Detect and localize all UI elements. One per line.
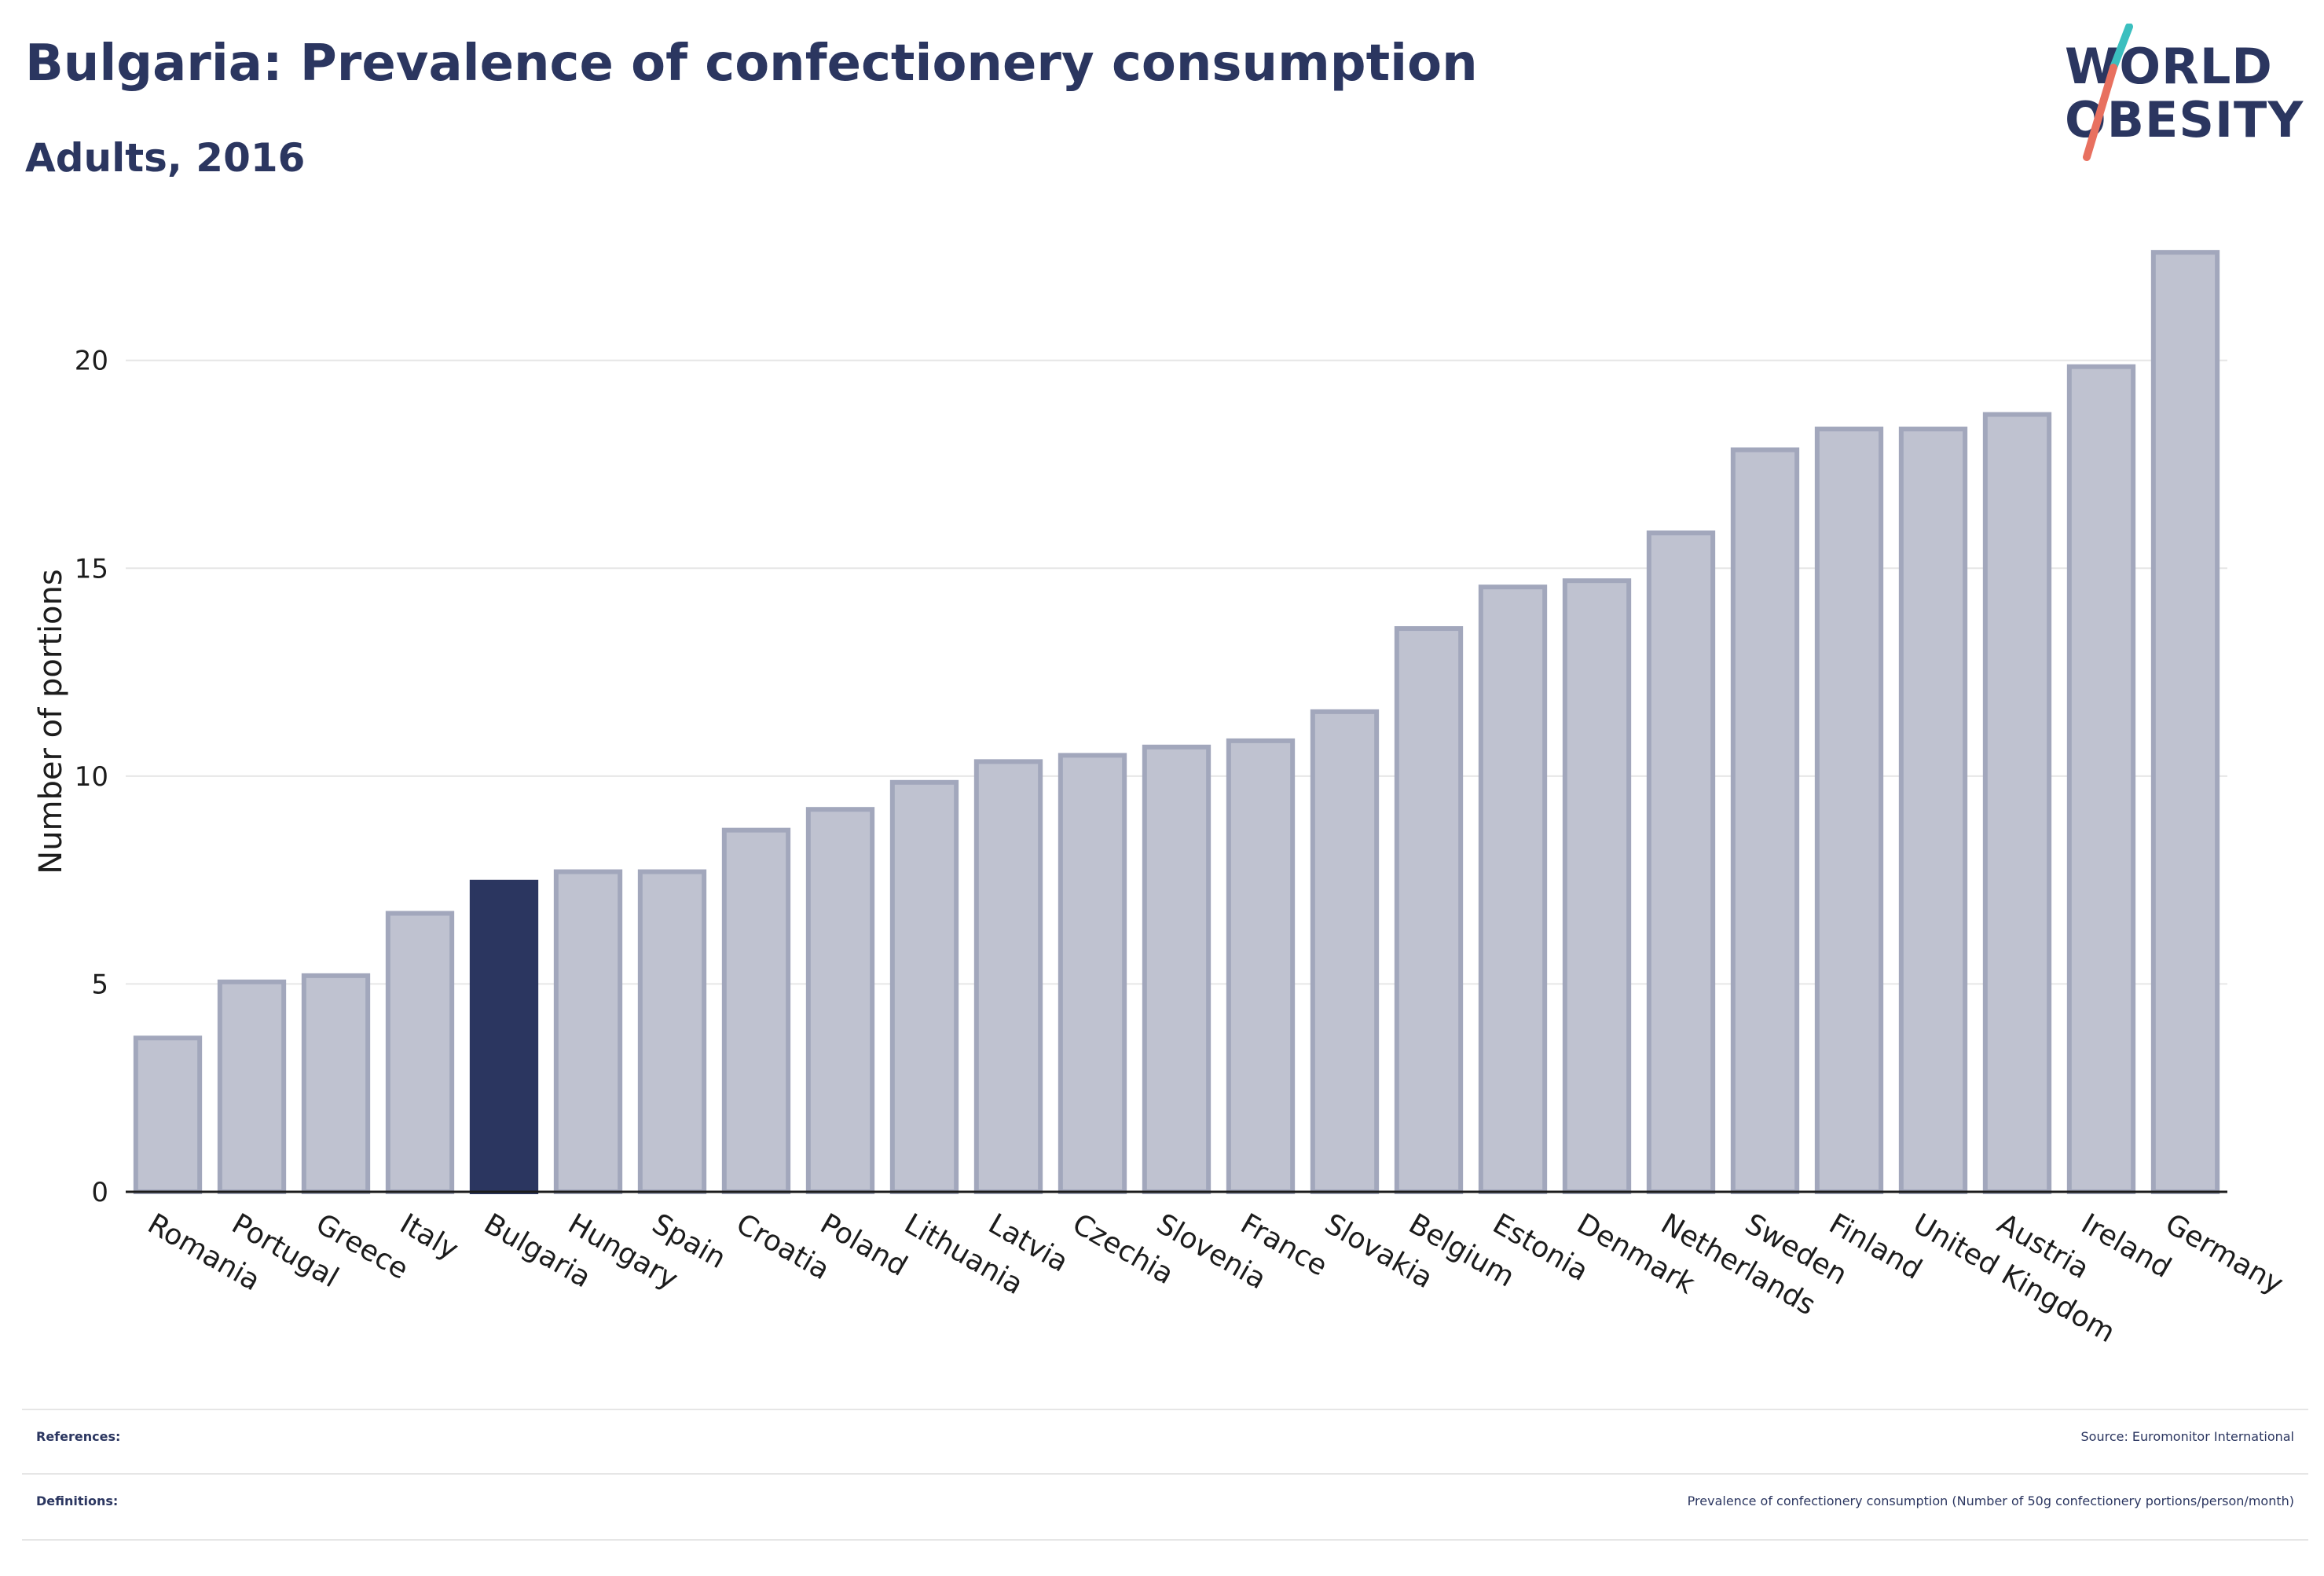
y-tick-label: 10 xyxy=(75,761,108,793)
definitions-row: Definitions: Prevalence of confectionery… xyxy=(22,1473,2308,1541)
y-tick-label: 5 xyxy=(91,969,108,1000)
bar-sweden xyxy=(1730,447,1800,1194)
bar-romania xyxy=(133,1035,203,1194)
x-tick-label: Croatia xyxy=(731,1208,835,1286)
bar-slovakia xyxy=(1310,709,1380,1194)
bar-latvia xyxy=(973,759,1043,1194)
bar-hungary xyxy=(553,869,623,1194)
bar-croatia xyxy=(721,827,791,1194)
bar-portugal xyxy=(217,979,287,1195)
world-obesity-logo: WORLD OBESITY xyxy=(2041,24,2308,165)
chart-subtitle: Adults, 2016 xyxy=(25,135,306,181)
y-axis-title: Number of portions xyxy=(33,569,69,874)
bar-czechia xyxy=(1058,753,1127,1194)
bar-estonia xyxy=(1478,585,1548,1194)
bars xyxy=(133,250,2220,1195)
bar-united-kingdom xyxy=(1898,427,1968,1194)
bar-belgium xyxy=(1394,626,1464,1194)
bar-spain xyxy=(637,869,707,1194)
bar-finland xyxy=(1814,427,1884,1194)
y-tick-label: 15 xyxy=(75,553,108,585)
x-tick-label: Germany xyxy=(2160,1208,2289,1300)
bar-italy xyxy=(385,911,455,1195)
bar-austria xyxy=(1982,412,2052,1194)
bar-greece xyxy=(301,973,371,1194)
references-value: Source: Euromonitor International xyxy=(2080,1429,2295,1444)
definitions-value: Prevalence of confectionery consumption … xyxy=(1687,1494,2294,1508)
bar-france xyxy=(1226,738,1296,1194)
references-label: References: xyxy=(36,1429,121,1444)
logo-word-top: WORLD xyxy=(2065,38,2273,95)
y-tick-label: 20 xyxy=(75,346,108,377)
y-tick-label: 0 xyxy=(91,1177,108,1208)
logo-slash-icon xyxy=(2083,24,2133,161)
x-tick-label: Ireland xyxy=(2076,1208,2176,1285)
x-tick-label: Poland xyxy=(815,1208,913,1283)
definitions-label: Definitions: xyxy=(36,1494,119,1508)
bar-germany xyxy=(2150,250,2220,1195)
bar-bulgaria xyxy=(469,879,539,1195)
bar-slovenia xyxy=(1142,744,1211,1194)
bar-lithuania xyxy=(889,779,959,1194)
bar-denmark xyxy=(1562,578,1632,1194)
bar-netherlands xyxy=(1646,530,1716,1194)
chart-title: Bulgaria: Prevalence of confectionery co… xyxy=(25,35,1478,93)
bar-poland xyxy=(805,807,875,1194)
references-row: References: Source: Euromonitor Internat… xyxy=(22,1409,2308,1475)
bar-ireland xyxy=(2066,364,2136,1194)
